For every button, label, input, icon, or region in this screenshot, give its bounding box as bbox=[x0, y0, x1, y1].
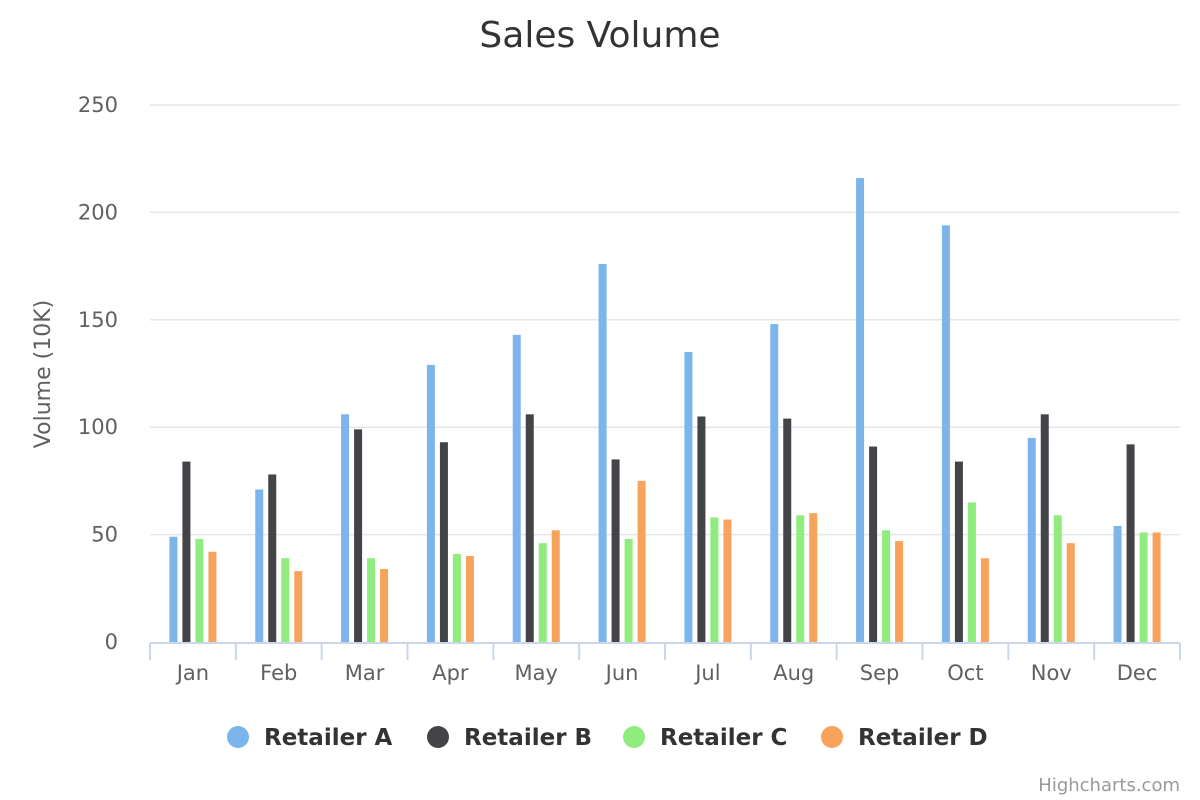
x-tick-label: Jun bbox=[604, 661, 639, 685]
chart-title: Sales Volume bbox=[479, 15, 720, 56]
y-tick-label: 150 bbox=[78, 308, 118, 332]
bar-retailer-c-aug[interactable] bbox=[796, 515, 805, 642]
legend-marker bbox=[821, 726, 843, 748]
bar-retailer-b-sep[interactable] bbox=[869, 446, 878, 642]
legend-item-retailer-d[interactable]: Retailer D bbox=[821, 725, 988, 751]
bar-retailer-c-feb[interactable] bbox=[281, 558, 290, 642]
bar-retailer-a-may[interactable] bbox=[512, 334, 521, 642]
legend-label: Retailer A bbox=[264, 725, 393, 751]
bar-retailer-c-mar[interactable] bbox=[367, 558, 376, 642]
bar-retailer-b-oct[interactable] bbox=[954, 461, 963, 642]
bar-retailer-a-nov[interactable] bbox=[1027, 437, 1036, 642]
bar-retailer-d-oct[interactable] bbox=[980, 558, 989, 642]
bar-retailer-a-jan[interactable] bbox=[169, 536, 178, 642]
bar-retailer-a-mar[interactable] bbox=[341, 414, 350, 642]
bar-retailer-c-jul[interactable] bbox=[710, 517, 719, 642]
x-tick-label: Jul bbox=[693, 661, 720, 685]
bar-retailer-a-jun[interactable] bbox=[598, 263, 607, 642]
x-tick-label: Oct bbox=[947, 661, 983, 685]
y-tick-label: 250 bbox=[78, 93, 118, 117]
legend-item-retailer-b[interactable]: Retailer B bbox=[427, 725, 592, 751]
bar-retailer-b-dec[interactable] bbox=[1126, 444, 1135, 642]
x-tick-label: Sep bbox=[860, 661, 900, 685]
bar-retailer-d-nov[interactable] bbox=[1066, 543, 1075, 642]
y-tick-label: 200 bbox=[78, 200, 118, 224]
bar-retailer-d-mar[interactable] bbox=[380, 568, 389, 642]
x-tick-label: May bbox=[515, 661, 558, 685]
bar-retailer-c-dec[interactable] bbox=[1139, 532, 1148, 642]
bar-retailer-c-jan[interactable] bbox=[195, 538, 204, 642]
y-tick-label: 100 bbox=[78, 415, 118, 439]
bar-retailer-b-jan[interactable] bbox=[182, 461, 191, 642]
bar-retailer-b-may[interactable] bbox=[525, 414, 534, 642]
bar-retailer-d-jul[interactable] bbox=[723, 519, 732, 642]
bar-retailer-b-apr[interactable] bbox=[439, 442, 448, 642]
y-axis-ticks: 0 50 100 150 200 250 bbox=[78, 93, 118, 654]
bar-retailer-d-jan[interactable] bbox=[208, 551, 217, 642]
x-tick-label: Aug bbox=[773, 661, 814, 685]
legend: Retailer A Retailer B Retailer C Retailer D bbox=[227, 725, 988, 751]
grid-lines bbox=[150, 104, 1180, 536]
legend-item-retailer-a[interactable]: Retailer A bbox=[227, 725, 393, 751]
x-tick-label: Apr bbox=[432, 661, 469, 685]
bar-retailer-c-apr[interactable] bbox=[452, 553, 461, 642]
legend-label: Retailer C bbox=[660, 725, 787, 751]
bar-retailer-d-dec[interactable] bbox=[1152, 532, 1161, 642]
x-tick-label: Nov bbox=[1031, 661, 1072, 685]
credits-link[interactable]: Highcharts.com bbox=[1038, 775, 1180, 796]
y-axis-label: Volume (10K) bbox=[31, 300, 56, 448]
bar-retailer-c-oct[interactable] bbox=[967, 502, 976, 642]
bar-retailer-a-jul[interactable] bbox=[684, 352, 693, 642]
bar-retailer-c-may[interactable] bbox=[538, 543, 547, 642]
x-axis: Jan Feb Mar Apr May Jun Jul Aug Sep Oct Nov Dec bbox=[149, 642, 1181, 685]
x-tick-label: Dec bbox=[1117, 661, 1158, 685]
y-tick-label: 50 bbox=[91, 523, 118, 547]
bar-retailer-b-mar[interactable] bbox=[354, 429, 363, 642]
bar-retailer-d-jun[interactable] bbox=[637, 480, 646, 642]
bar-retailer-c-sep[interactable] bbox=[882, 530, 891, 642]
x-tick-label: Jan bbox=[175, 661, 209, 685]
legend-item-retailer-c[interactable]: Retailer C bbox=[623, 725, 787, 751]
bar-retailer-d-aug[interactable] bbox=[809, 513, 818, 642]
bar-retailer-a-aug[interactable] bbox=[770, 324, 779, 642]
bar-retailer-b-aug[interactable] bbox=[783, 418, 792, 642]
bar-retailer-d-may[interactable] bbox=[551, 530, 560, 642]
x-tick-label: Feb bbox=[260, 661, 297, 685]
bar-retailer-b-jun[interactable] bbox=[611, 459, 620, 642]
legend-marker bbox=[427, 726, 449, 748]
bar-retailer-d-feb[interactable] bbox=[294, 571, 303, 642]
x-tick-label: Mar bbox=[345, 661, 385, 685]
legend-label: Retailer D bbox=[858, 725, 988, 751]
bar-retailer-b-jul[interactable] bbox=[697, 416, 706, 642]
bar-retailer-b-feb[interactable] bbox=[268, 474, 277, 642]
bar-retailer-c-jun[interactable] bbox=[624, 538, 633, 642]
legend-label: Retailer B bbox=[464, 725, 592, 751]
bar-retailer-d-apr[interactable] bbox=[465, 556, 474, 642]
bar-retailer-a-feb[interactable] bbox=[255, 489, 264, 642]
legend-marker bbox=[623, 726, 645, 748]
y-tick-label: 0 bbox=[105, 630, 118, 654]
bars bbox=[169, 178, 1161, 643]
bar-retailer-a-apr[interactable] bbox=[426, 364, 435, 642]
bar-retailer-a-oct[interactable] bbox=[941, 225, 950, 642]
bar-retailer-a-dec[interactable] bbox=[1113, 526, 1122, 642]
bar-retailer-a-sep[interactable] bbox=[856, 178, 865, 643]
bar-retailer-c-nov[interactable] bbox=[1053, 515, 1062, 642]
bar-retailer-d-sep[interactable] bbox=[895, 541, 904, 642]
legend-marker bbox=[227, 726, 249, 748]
bar-retailer-b-nov[interactable] bbox=[1040, 414, 1049, 642]
